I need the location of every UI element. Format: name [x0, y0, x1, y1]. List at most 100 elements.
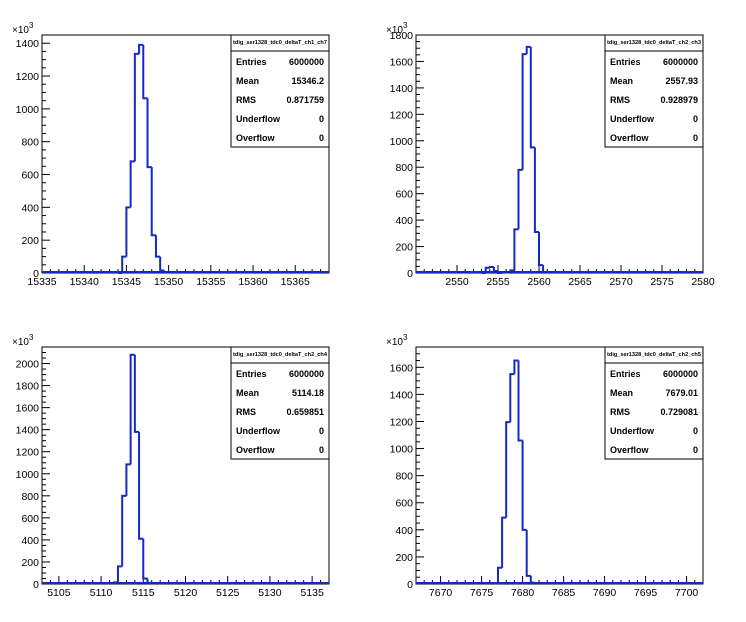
y-tick-label: 600 — [395, 189, 413, 201]
histogram-bin — [509, 373, 515, 423]
stats-value: 0.928979 — [660, 95, 698, 105]
stats-value: 0 — [693, 133, 698, 143]
x-tick-label: 15335 — [27, 276, 56, 288]
histogram-bin — [125, 206, 131, 257]
histogram-bin — [121, 494, 127, 567]
x-tick-label: 2580 — [691, 276, 715, 288]
y-tick-label: 1800 — [16, 381, 40, 393]
stats-box — [604, 34, 704, 148]
y-tick-label: 1400 — [390, 83, 414, 95]
y-tick-label: 600 — [21, 170, 39, 182]
histogram-bin — [142, 44, 148, 100]
stats-title: tdig_ser1328_tdc0_deltaT_ch2_ch5 — [607, 352, 701, 358]
y-tick-label: 0 — [407, 579, 413, 591]
histogram-bin — [146, 98, 152, 169]
y-tick-label: 1400 — [390, 389, 414, 401]
x-tick-label: 7685 — [552, 587, 576, 599]
histogram-bin — [125, 463, 131, 496]
histogram-pad-ch2-ch4: 5105 5110 5115 5120 5125 5130 5135 0 200 400 600 80… — [12, 333, 330, 599]
x-tick-label: 7695 — [634, 587, 658, 599]
stats-label: RMS — [236, 95, 256, 105]
y-tick-label: 1000 — [390, 136, 414, 148]
stats-title: tdig_ser1328_tdc0_deltaT_ch2_ch3 — [607, 40, 701, 46]
x-tick-label: 5125 — [216, 587, 240, 599]
y-tick-label: 800 — [21, 137, 39, 149]
y-tick-label: 600 — [21, 513, 39, 525]
histogram-bin — [497, 566, 503, 584]
y-tick-label: 800 — [21, 491, 39, 503]
stats-value: 2557.93 — [665, 76, 698, 86]
y-tick-label: 1600 — [16, 403, 40, 415]
stats-label: Entries — [236, 57, 267, 67]
y-exponent-label: ×103 — [386, 333, 408, 348]
histogram-bin — [505, 421, 511, 518]
y-tick-label: 1200 — [390, 109, 414, 121]
stats-label: RMS — [610, 407, 630, 417]
y-tick-label: 0 — [407, 268, 413, 280]
stats-value: 5114.18 — [292, 388, 324, 398]
stats-label: RMS — [236, 407, 256, 417]
histogram-bin — [529, 46, 535, 149]
x-tick-label: 5105 — [47, 587, 71, 599]
y-exponent-label: ×103 — [12, 21, 34, 36]
x-tick-label: 5120 — [174, 587, 198, 599]
histogram-bin — [513, 228, 519, 271]
stats-box — [230, 346, 330, 460]
y-tick-label: 1200 — [16, 447, 40, 459]
stats-title: tdig_ser1328_tdc0_deltaT_ch2_ch4 — [233, 352, 328, 358]
stats-value: 6000000 — [663, 57, 698, 67]
histogram-bin — [133, 52, 140, 162]
histogram-pad-ch1-ch7: 15335 15340 15345 15350 15355 15360 15365 0 200 4… — [12, 21, 330, 288]
histogram-bin — [116, 565, 123, 583]
histogram-bin — [501, 516, 507, 568]
stats-value: 0 — [693, 114, 698, 124]
y-tick-label: 200 — [21, 235, 39, 247]
stats-box — [230, 34, 330, 148]
x-tick-label: 5110 — [90, 587, 113, 599]
stats-value: 0 — [693, 426, 698, 436]
y-tick-label: 200 — [21, 557, 39, 569]
stats-label: Entries — [610, 57, 641, 67]
x-tick-label: 15360 — [238, 276, 267, 288]
x-tick-label: 2560 — [527, 276, 551, 288]
histogram-bin — [538, 232, 544, 267]
x-tick-label: 5130 — [258, 587, 282, 599]
histogram-bin — [492, 267, 498, 273]
y-tick-label: 800 — [395, 162, 413, 174]
y-tick-label: 1200 — [390, 416, 414, 428]
stats-value: 0 — [319, 426, 324, 436]
histogram-bin — [154, 235, 161, 258]
x-tick-label: 15355 — [196, 276, 225, 288]
stats-value: 7679.01 — [665, 388, 698, 398]
y-tick-label: 1400 — [16, 425, 40, 437]
stats-value: 0.659851 — [286, 407, 324, 417]
stats-value: 15346.2 — [291, 76, 324, 86]
stats-value: 0.871759 — [286, 95, 324, 105]
stats-label: Mean — [236, 76, 259, 86]
stats-value: 0 — [693, 445, 698, 455]
stats-value: 6000000 — [663, 369, 698, 379]
y-exponent-label: ×103 — [386, 21, 408, 36]
histogram-bin — [138, 43, 144, 54]
x-tick-label: 7700 — [675, 587, 699, 599]
stats-value: 6000000 — [289, 369, 324, 379]
histogram-bin — [517, 360, 523, 442]
stats-value: 0 — [319, 133, 324, 143]
stats-label: Overflow — [610, 133, 650, 143]
y-tick-label: 1600 — [390, 56, 414, 68]
y-tick-label: 1600 — [390, 362, 414, 374]
stats-value: 0.729081 — [660, 407, 698, 417]
x-tick-label: 5135 — [300, 587, 324, 599]
stats-label: Overflow — [610, 445, 650, 455]
stats-label: RMS — [610, 95, 630, 105]
x-tick-label: 7690 — [593, 587, 617, 599]
y-tick-label: 1200 — [16, 71, 40, 83]
histogram-bin — [533, 147, 539, 234]
histogram-bin — [529, 575, 535, 584]
x-tick-label: 7670 — [429, 587, 453, 599]
stats-label: Overflow — [236, 133, 276, 143]
y-tick-label: 800 — [395, 471, 413, 483]
x-tick-label: 15365 — [281, 276, 310, 288]
y-tick-label: 200 — [395, 242, 413, 254]
